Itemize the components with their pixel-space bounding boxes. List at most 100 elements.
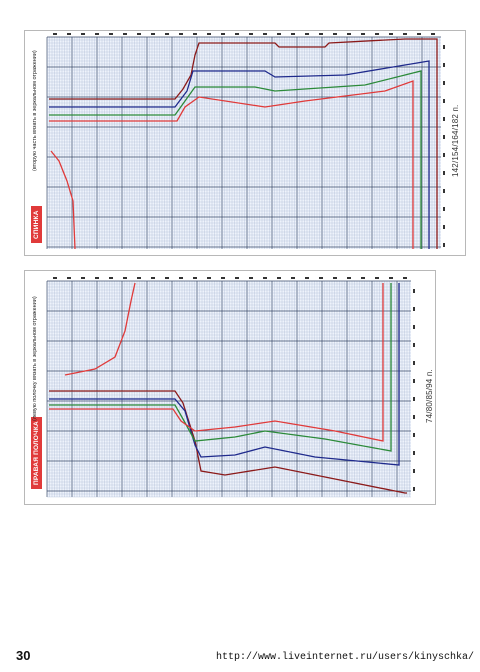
- tick-mark: [95, 33, 99, 35]
- tick-mark: [333, 277, 337, 279]
- tick-mark: [413, 343, 415, 347]
- tick-mark: [403, 277, 407, 279]
- tick-mark: [413, 433, 415, 437]
- tick-mark: [263, 33, 267, 35]
- tick-mark: [319, 33, 323, 35]
- source-url: http://www.liveinternet.ru/users/kinysch…: [216, 652, 475, 663]
- tick-mark: [413, 307, 415, 311]
- tick-mark: [221, 33, 225, 35]
- tick-mark: [347, 33, 351, 35]
- size-line-3: [49, 283, 392, 452]
- tick-mark: [67, 277, 71, 279]
- page-number: 30: [16, 648, 31, 663]
- back-stitch-counts: 142/154/164/182 п.: [451, 104, 460, 177]
- tick-mark: [443, 153, 445, 157]
- tick-mark: [235, 277, 239, 279]
- tick-mark: [443, 117, 445, 121]
- tick-mark: [389, 277, 393, 279]
- tick-mark: [413, 379, 415, 383]
- tick-mark: [123, 277, 127, 279]
- grid-background: [47, 37, 441, 249]
- tick-mark: [333, 33, 337, 35]
- armhole-line: [50, 150, 76, 250]
- neckline: [64, 282, 136, 376]
- size-line-2: [49, 283, 400, 466]
- tick-mark: [249, 33, 253, 35]
- tick-mark: [375, 277, 379, 279]
- tick-mark: [443, 81, 445, 85]
- size-line-4: [49, 80, 414, 249]
- tick-mark: [277, 277, 281, 279]
- size-line-4: [49, 283, 384, 442]
- tick-mark: [291, 33, 295, 35]
- tick-mark: [235, 33, 239, 35]
- tick-mark: [443, 225, 445, 229]
- right-front-chart-title: ПРАВАЯ ПОЛОЧКА: [31, 417, 42, 489]
- right-front-chart-note: (левую полочку вязать в зеркальном отраж…: [32, 296, 38, 421]
- tick-mark: [165, 33, 169, 35]
- tick-mark: [375, 33, 379, 35]
- back-chart-panel: СПИНКА (вторую часть вязать в зеркальном…: [24, 30, 466, 256]
- tick-mark: [291, 277, 295, 279]
- tick-mark: [347, 277, 351, 279]
- tick-mark: [413, 469, 415, 473]
- tick-mark: [443, 207, 445, 211]
- tick-mark: [305, 33, 309, 35]
- tick-mark: [413, 487, 415, 491]
- size-line-2: [49, 60, 430, 249]
- right-front-chart-panel: ПРАВАЯ ПОЛОЧКА (левую полочку вязать в з…: [24, 270, 436, 505]
- tick-mark: [151, 277, 155, 279]
- grid: [46, 277, 415, 498]
- tick-mark: [413, 451, 415, 455]
- tick-mark: [193, 33, 197, 35]
- back-chart-note: (вторую часть вязать в зеркальном отраже…: [32, 50, 38, 171]
- tick-mark: [67, 33, 71, 35]
- tick-mark: [123, 33, 127, 35]
- tick-mark: [53, 277, 57, 279]
- right-front-stitch-counts: 74/80/85/94 п.: [425, 369, 434, 423]
- tick-mark: [443, 189, 445, 193]
- tick-mark: [389, 33, 393, 35]
- tick-mark: [263, 277, 267, 279]
- size-line-1: [49, 390, 407, 494]
- tick-mark: [431, 33, 435, 35]
- tick-mark: [221, 277, 225, 279]
- tick-mark: [137, 33, 141, 35]
- tick-mark: [151, 33, 155, 35]
- tick-mark: [443, 243, 445, 247]
- tick-mark: [443, 45, 445, 49]
- tick-mark: [361, 277, 365, 279]
- tick-mark: [413, 397, 415, 401]
- size-line-1: [49, 38, 438, 249]
- tick-mark: [443, 99, 445, 103]
- tick-mark: [165, 277, 169, 279]
- tick-mark: [413, 361, 415, 365]
- tick-mark: [179, 277, 183, 279]
- back-chart-title: СПИНКА: [31, 206, 42, 243]
- tick-mark: [443, 63, 445, 67]
- tick-mark: [95, 277, 99, 279]
- tick-mark: [81, 33, 85, 35]
- tick-mark: [319, 277, 323, 279]
- tick-mark: [443, 171, 445, 175]
- back-knitting-chart: [46, 33, 445, 250]
- tick-mark: [109, 33, 113, 35]
- tick-mark: [305, 277, 309, 279]
- tick-mark: [277, 33, 281, 35]
- tick-mark: [249, 277, 253, 279]
- tick-mark: [81, 277, 85, 279]
- tick-mark: [193, 277, 197, 279]
- tick-mark: [417, 33, 421, 35]
- tick-mark: [53, 33, 57, 35]
- tick-mark: [109, 277, 113, 279]
- tick-mark: [137, 277, 141, 279]
- tick-mark: [413, 325, 415, 329]
- tick-mark: [413, 415, 415, 419]
- size-line-3: [49, 70, 422, 249]
- tick-mark: [403, 33, 407, 35]
- tick-mark: [443, 135, 445, 139]
- tick-mark: [413, 289, 415, 293]
- tick-mark: [179, 33, 183, 35]
- tick-mark: [207, 277, 211, 279]
- tick-mark: [361, 33, 365, 35]
